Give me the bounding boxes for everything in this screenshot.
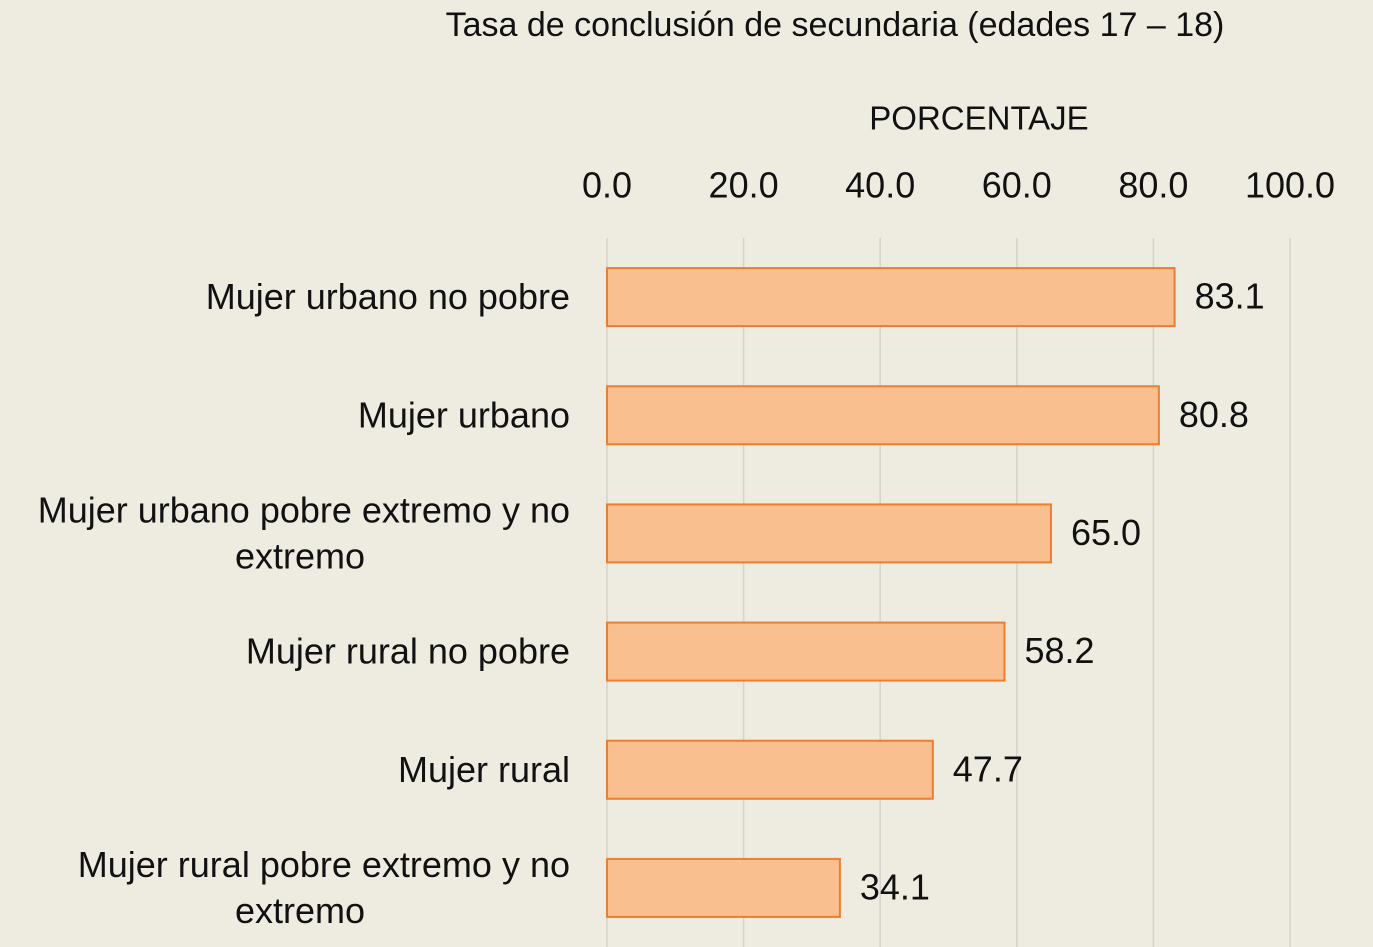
x-tick-label: 0.0 <box>582 165 632 206</box>
x-tick-label: 100.0 <box>1245 165 1335 206</box>
x-axis-title: PORCENTAJE <box>869 100 1088 137</box>
x-tick-label: 20.0 <box>709 165 779 206</box>
bar <box>606 857 841 918</box>
y-tick-label: Mujer rural <box>398 748 570 789</box>
x-tick-label: 80.0 <box>1118 165 1188 206</box>
chart-title: Tasa de conclusión de secundaria (edades… <box>446 6 1225 44</box>
data-label: 34.1 <box>860 866 930 907</box>
bar <box>606 621 1006 682</box>
x-tick-label: 40.0 <box>845 165 915 206</box>
bar <box>606 267 1176 328</box>
y-tick-label: Mujer urbano <box>358 394 570 435</box>
data-label: 80.8 <box>1179 394 1249 435</box>
x-tick-label: 60.0 <box>982 165 1052 206</box>
y-tick-label: Mujer urbano pobre extremo y no extremo <box>38 489 570 576</box>
bar <box>606 385 1160 446</box>
data-label: 47.7 <box>953 748 1023 789</box>
data-label: 83.1 <box>1195 276 1265 317</box>
y-tick-label: Mujer rural no pobre <box>246 630 570 671</box>
bar <box>606 739 934 800</box>
data-label: 65.0 <box>1071 512 1141 553</box>
y-tick-label: Mujer rural pobre extremo y no extremo <box>78 843 570 930</box>
y-tick-label: Mujer urbano no pobre <box>206 276 570 317</box>
bar <box>606 503 1052 564</box>
data-label: 58.2 <box>1025 630 1095 671</box>
